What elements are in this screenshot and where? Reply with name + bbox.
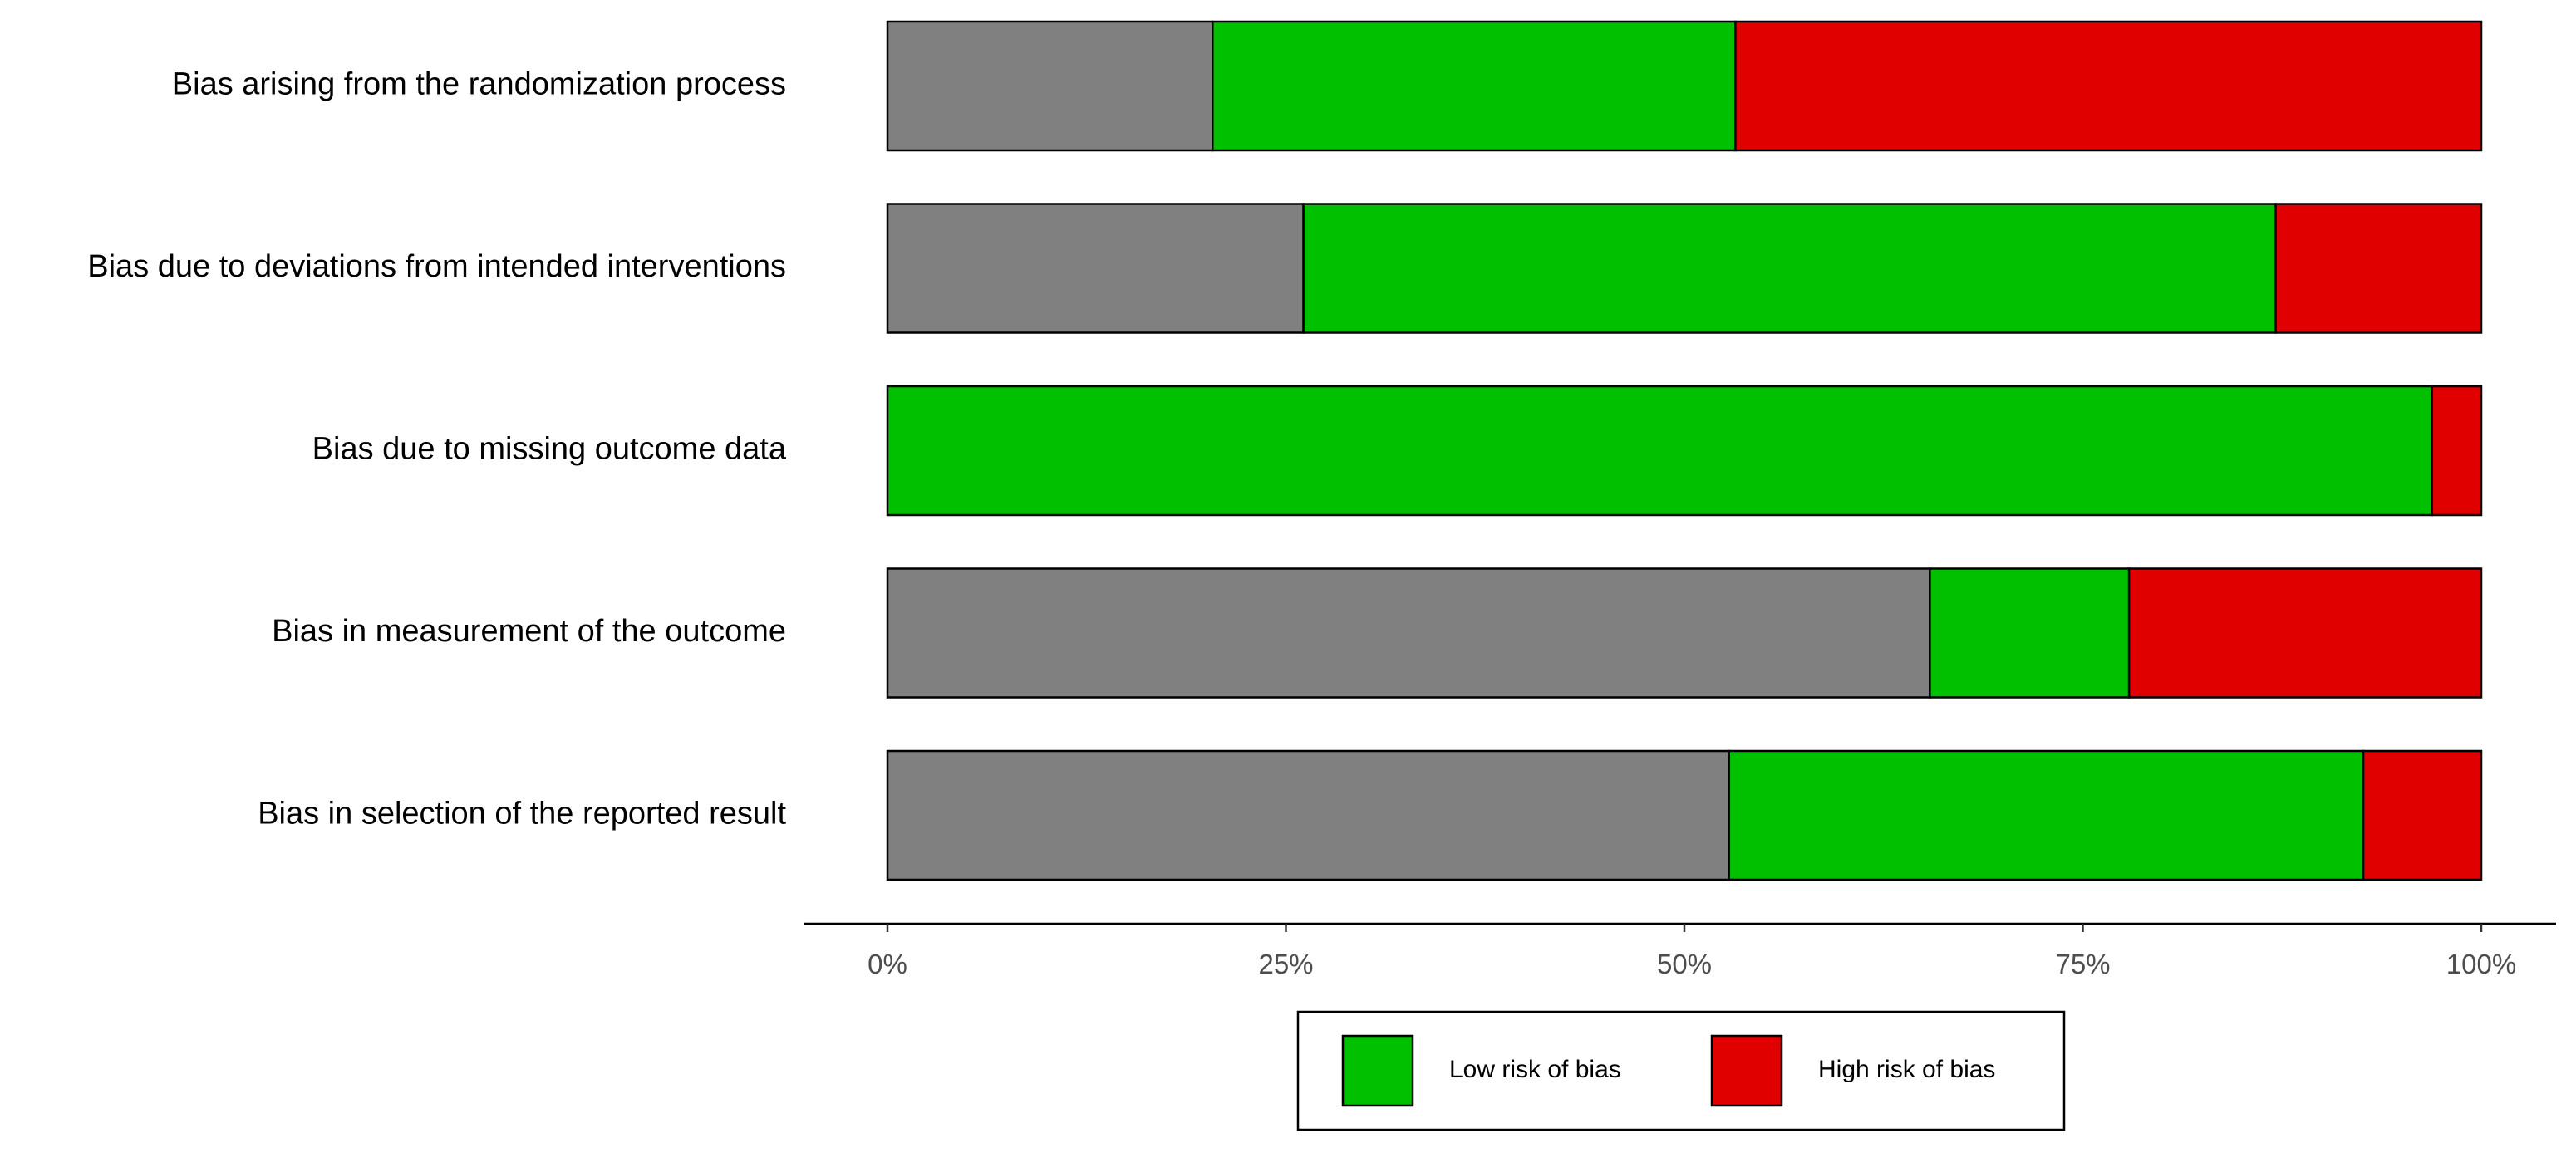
bar-low-2 <box>1302 203 2277 334</box>
x-tick-label: 25% <box>1258 949 1313 979</box>
category-label: Bias in selection of the reported result <box>258 797 786 832</box>
legend-label-low: Low risk of bias <box>1449 1056 1621 1083</box>
bar-high-5 <box>2362 749 2483 881</box>
bar-unclear-5 <box>886 749 1730 881</box>
bar-high-1 <box>1734 20 2483 152</box>
category-labels: Bias arising from the randomization proc… <box>87 67 787 832</box>
bar-high-2 <box>2274 203 2483 334</box>
category-label: Bias due to missing outcome data <box>312 432 787 467</box>
x-tick-label: 100% <box>2446 949 2516 979</box>
bar-low-5 <box>1728 749 2365 881</box>
category-label: Bias arising from the randomization proc… <box>172 67 786 102</box>
legend-swatch-high <box>1710 1034 1783 1107</box>
category-label: Bias in measurement of the outcome <box>272 614 786 649</box>
x-tick-label: 50% <box>1657 949 1712 979</box>
x-tick-label: 0% <box>868 949 907 979</box>
legend-label-high: High risk of bias <box>1818 1056 1995 1083</box>
bar-unclear-4 <box>886 567 1931 699</box>
bar-low-4 <box>1929 567 2131 699</box>
x-tick-label: 75% <box>2055 949 2110 979</box>
bar-unclear-1 <box>886 20 1214 152</box>
legend: Low risk of bias High risk of bias <box>1296 1010 2066 1131</box>
bar-high-3 <box>2431 385 2483 517</box>
bar-low-1 <box>1212 20 1737 152</box>
legend-swatch-low <box>1341 1034 1414 1107</box>
category-label: Bias due to deviations from intended int… <box>87 249 786 284</box>
bar-unclear-2 <box>886 203 1305 334</box>
bars-group <box>886 20 2483 881</box>
x-axis-ticks: 0% 25% 50% 75% 100% <box>868 924 2516 979</box>
bar-low-3 <box>886 385 2433 517</box>
legend-box <box>1296 1010 2066 1131</box>
bar-high-4 <box>2127 567 2483 699</box>
